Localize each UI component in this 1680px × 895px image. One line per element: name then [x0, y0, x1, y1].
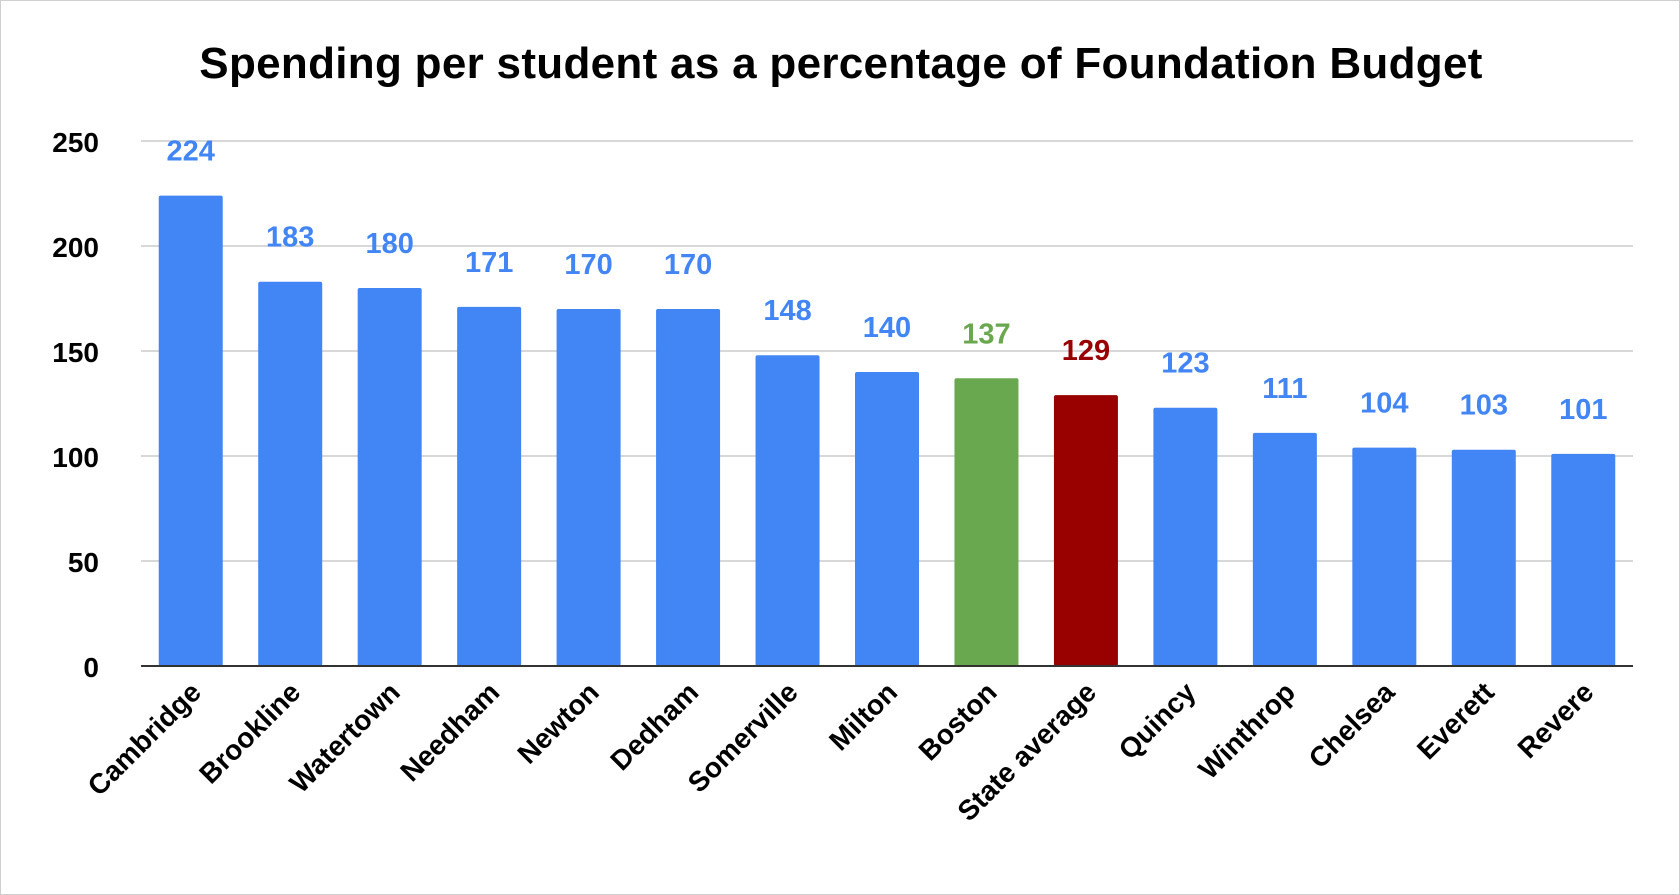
x-tick-label: Everett — [1411, 676, 1500, 765]
bar — [1451, 449, 1516, 666]
bar — [1153, 407, 1218, 666]
y-tick-label: 0 — [83, 652, 99, 683]
data-label: 170 — [564, 249, 612, 281]
x-tick-label: Milton — [823, 676, 903, 756]
data-label: 171 — [465, 247, 513, 279]
y-tick-label: 200 — [52, 232, 99, 263]
data-label: 224 — [167, 136, 215, 168]
data-label: 140 — [863, 312, 911, 344]
bar — [1053, 395, 1118, 666]
data-label: 180 — [365, 228, 413, 260]
bar — [556, 309, 621, 666]
x-tick-label: Winthrop — [1192, 676, 1301, 785]
bar — [855, 372, 919, 666]
y-tick-label: 100 — [52, 442, 99, 473]
y-tick-label: 150 — [52, 337, 99, 368]
bar — [954, 378, 1019, 666]
x-tick-label: Newton — [511, 676, 604, 769]
data-label: 129 — [1062, 335, 1110, 367]
bar — [457, 306, 522, 666]
bar — [1551, 453, 1616, 666]
x-tick-label: Cambridge — [82, 676, 207, 801]
chart-title: Spending per student as a percentage of … — [199, 39, 1483, 88]
bar — [1352, 447, 1417, 666]
y-axis: 0 50 100 150 200 250 — [52, 127, 99, 683]
x-tick-label: Needham — [394, 676, 505, 787]
x-tick-label: Dedham — [604, 676, 704, 776]
data-label: 170 — [664, 249, 712, 281]
data-label: 183 — [266, 222, 314, 254]
y-tick-label: 250 — [52, 127, 99, 158]
data-label: 123 — [1161, 348, 1209, 380]
data-label: 104 — [1360, 388, 1408, 420]
bar — [258, 281, 323, 666]
bar — [755, 355, 820, 666]
y-tick-label: 50 — [68, 547, 99, 578]
bar — [158, 195, 223, 666]
x-tick-label: Boston — [913, 676, 1003, 766]
data-labels: 224 183 180 171 170 170 148 140 137 129 123 111 104 1… — [167, 136, 1608, 426]
data-label: 148 — [763, 295, 811, 327]
bars — [158, 195, 1616, 666]
bar — [1252, 432, 1317, 666]
data-label: 101 — [1559, 394, 1607, 426]
data-label: 103 — [1460, 390, 1508, 422]
bar — [357, 288, 422, 666]
data-label: 137 — [962, 318, 1010, 350]
bar — [656, 309, 721, 666]
data-label: 111 — [1262, 373, 1307, 405]
x-tick-label: Revere — [1512, 676, 1600, 764]
x-tick-label: Quincy — [1113, 676, 1202, 765]
x-tick-label: Chelsea — [1303, 676, 1401, 774]
